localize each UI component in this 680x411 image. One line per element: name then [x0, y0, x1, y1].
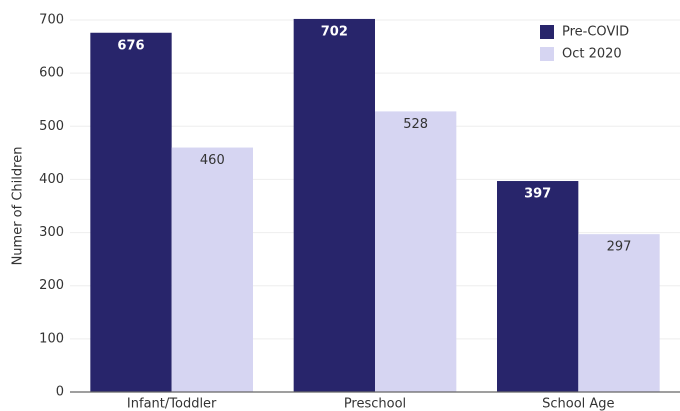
y-tick-label: 0 [56, 385, 64, 400]
y-tick-label: 200 [39, 278, 64, 293]
y-tick-label: 500 [39, 119, 64, 134]
bar [293, 18, 375, 393]
y-tick-label: 400 [39, 172, 64, 187]
data-label: 460 [200, 153, 225, 168]
bar [171, 147, 253, 392]
legend-label: Pre-COVID [562, 25, 629, 40]
legend-label: Oct 2020 [562, 47, 622, 62]
y-axis-label: Numer of Children [11, 147, 26, 266]
y-tick-label: 700 [39, 13, 64, 28]
legend-swatch [540, 25, 554, 39]
bar [90, 32, 172, 393]
x-tick-label: Preschool [344, 397, 406, 411]
data-label: 676 [117, 38, 144, 53]
x-tick-label: Infant/Toddler [127, 397, 217, 411]
data-label: 397 [524, 187, 551, 202]
bar [578, 234, 660, 392]
data-label: 297 [607, 240, 632, 255]
y-tick-label: 600 [39, 66, 64, 81]
y-tick-label: 300 [39, 225, 64, 240]
x-tick-label: School Age [542, 397, 614, 411]
data-label: 528 [403, 117, 428, 132]
legend-swatch [540, 47, 554, 61]
data-label: 702 [321, 24, 348, 39]
bar [497, 181, 579, 392]
bar [375, 111, 457, 393]
y-tick-label: 100 [39, 331, 64, 346]
